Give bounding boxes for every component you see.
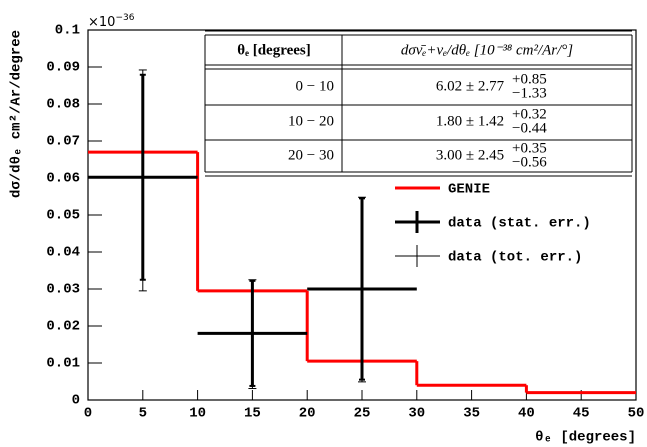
table-header: θₑ [degrees] <box>237 42 311 58</box>
x-tick-label: 35 <box>463 406 480 422</box>
y-tick-label: 0.09 <box>46 60 80 76</box>
y-multiplier: ×10−36 <box>88 13 135 30</box>
legend-label: data (tot. err.) <box>448 250 582 266</box>
table-header: dσν̄ₑ+νₑ/dθₑ [10⁻³⁸ cm²/Ar/°] <box>401 42 573 58</box>
y-tick-label: 0.05 <box>46 208 80 224</box>
table-cell: 10 − 20 <box>288 113 334 129</box>
table-cell: 20 − 30 <box>288 147 334 163</box>
legend-label: GENIE <box>448 182 490 198</box>
table-text: θₑ [degrees] dσν̄ₑ+νₑ/dθₑ [10⁻³⁸ cm²/Ar/°… <box>237 42 573 170</box>
y-tick-label: 0 <box>72 393 80 409</box>
table-cell-down: −0.44 <box>512 120 547 136</box>
y-multiplier-exp: −36 <box>115 13 134 23</box>
y-tick-label: 0.03 <box>46 282 80 298</box>
y-tick-label: 0.07 <box>46 134 80 150</box>
x-tick-label: 0 <box>84 406 92 422</box>
table-cell-up: +0.85 <box>512 71 547 87</box>
x-tick-label: 20 <box>299 406 316 422</box>
y-tick-label: 0.06 <box>46 171 80 187</box>
table-cell-up: +0.35 <box>512 140 547 156</box>
table-cell-up: +0.32 <box>512 106 547 122</box>
table-cell: 1.80 ± 1.42 <box>436 113 504 129</box>
y-tick-label: 0.04 <box>46 245 80 261</box>
x-tick-label: 50 <box>628 406 645 422</box>
x-tick-label: 25 <box>354 406 371 422</box>
table-cell: 0 − 10 <box>296 78 334 94</box>
table-cell-down: −1.33 <box>512 85 547 101</box>
x-axis-label: θₑ [degrees] <box>535 430 636 446</box>
table-cell-down: −0.56 <box>512 154 547 170</box>
x-tick-label: 5 <box>139 406 147 422</box>
y-axis-label: dσ/dθₑ cm²/Ar/degree <box>9 30 25 198</box>
y-tick-label: 0.01 <box>46 356 80 372</box>
x-tick-label: 15 <box>244 406 261 422</box>
y-tick-label: 0.02 <box>46 319 80 335</box>
x-tick-label: 40 <box>518 406 535 422</box>
legend-label: data (stat. err.) <box>448 216 591 232</box>
y-multiplier-base: ×10 <box>88 15 115 30</box>
y-tick-label: 0.1 <box>55 23 80 39</box>
table-cell: 6.02 ± 2.77 <box>436 78 505 94</box>
x-tick-label: 10 <box>189 406 206 422</box>
y-tick-label: 0.08 <box>46 97 80 113</box>
x-tick-label: 30 <box>408 406 425 422</box>
table <box>204 30 633 177</box>
x-tick-label: 45 <box>573 406 590 422</box>
legend: GENIE data (stat. err.) data (tot. err.) <box>395 182 591 267</box>
table-cell: 3.00 ± 2.45 <box>436 147 504 163</box>
